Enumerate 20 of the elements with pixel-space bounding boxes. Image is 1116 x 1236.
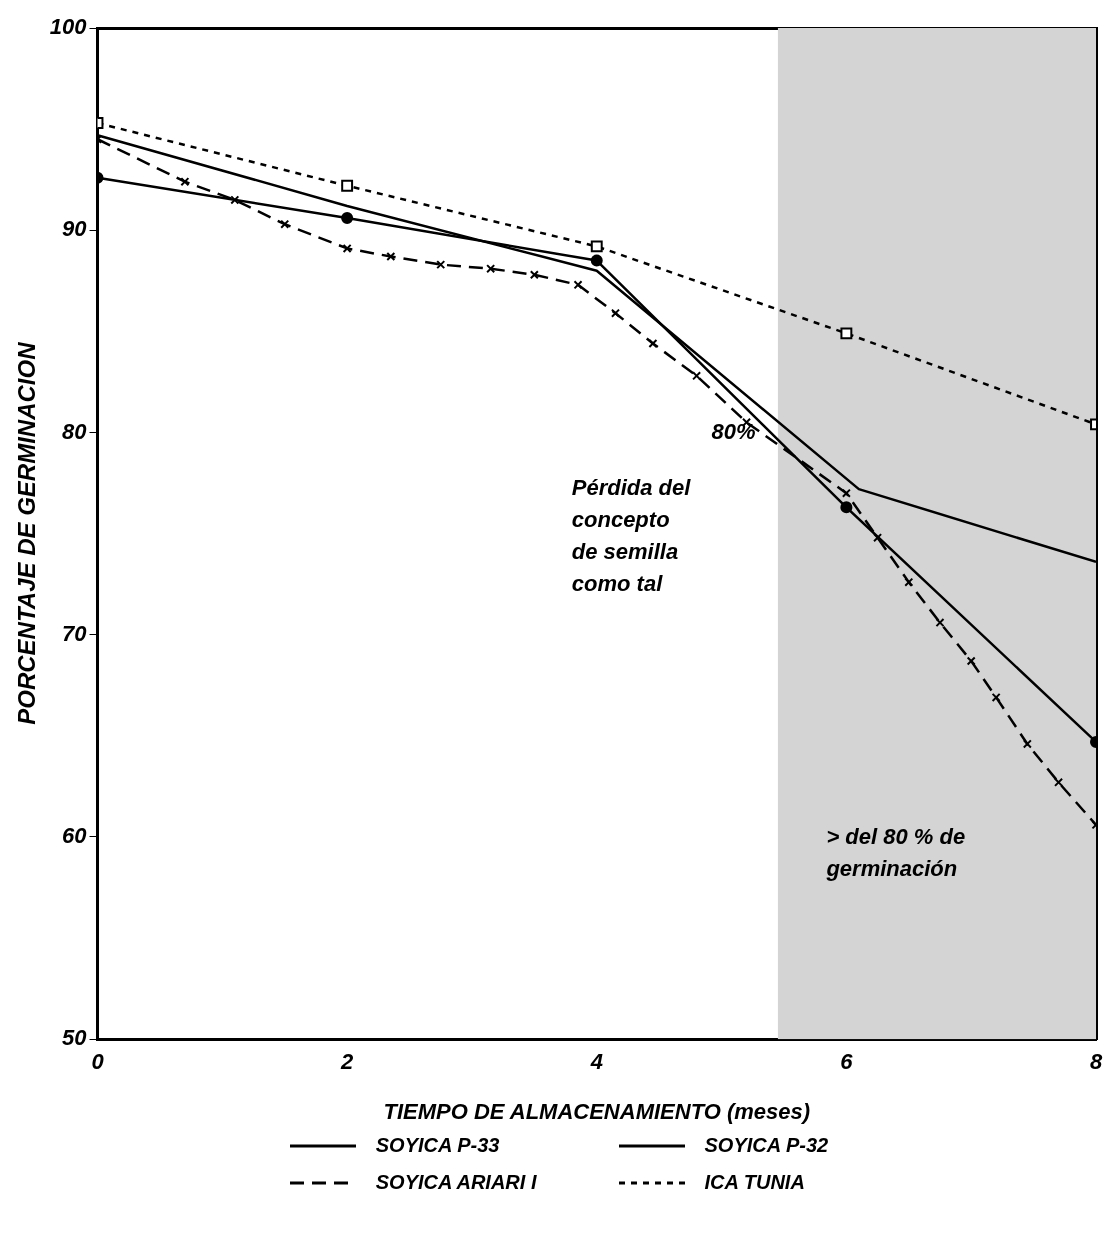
x-tick-label: 0 [91, 1049, 105, 1075]
y-tick-label: 90 [62, 216, 88, 242]
y-tick-label: 100 [49, 14, 88, 40]
legend-label: SOYICA ARIARI I [375, 1171, 537, 1194]
legend-label: SOYICA P-33 [375, 1134, 500, 1157]
legend-label: ICA TUNIA [704, 1171, 805, 1194]
x-tick-label: 4 [589, 1049, 603, 1075]
x-tick-label: 8 [1089, 1049, 1103, 1075]
y-tick-label: 70 [62, 620, 88, 646]
x-tick-label: 6 [840, 1049, 854, 1075]
y-tick-label: 50 [62, 1025, 88, 1051]
y-axis-title: PORCENTAJE DE GERMINACION [13, 341, 41, 725]
x-tick-label: 2 [340, 1049, 354, 1075]
annotation: Pérdida del concepto de semilla como tal [571, 475, 692, 597]
y-tick-label: 60 [62, 823, 88, 849]
annotation: > del 80 % de germinación [825, 823, 966, 881]
annotation: 80% [711, 419, 756, 445]
legend-label: SOYICA P-32 [704, 1134, 829, 1157]
y-tick-label: 80 [62, 418, 88, 444]
x-axis-title: TIEMPO DE ALMACENAMIENTO (meses) [383, 1098, 811, 1124]
